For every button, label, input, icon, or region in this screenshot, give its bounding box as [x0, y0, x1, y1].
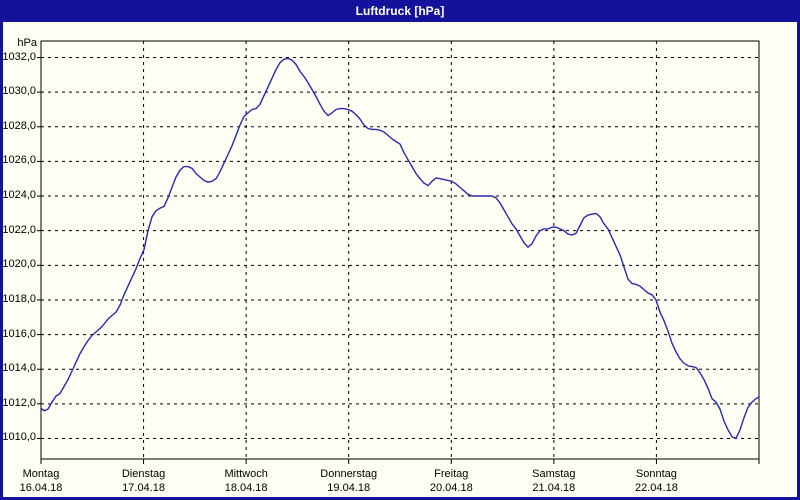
- y-tick-label: 1024,0: [2, 189, 36, 202]
- day-name: Sonntag: [635, 468, 677, 480]
- day-date: 16.04.18: [19, 482, 63, 494]
- day-label: Donnerstag 19.04.18: [320, 467, 377, 495]
- day-name: Donnerstag: [320, 468, 378, 480]
- day-date: 19.04.18: [327, 482, 371, 494]
- day-label: Montag 16.04.18: [20, 467, 63, 495]
- y-tick-label: 1018,0: [2, 292, 36, 305]
- day-name: Dienstag: [121, 468, 166, 480]
- y-tick-label: 1026,0: [2, 154, 36, 167]
- day-label: Freitag 20.04.18: [430, 467, 473, 495]
- y-tick-label: 1028,0: [2, 119, 36, 132]
- y-axis-unit-label: hPa: [17, 37, 37, 49]
- day-label: Mittwoch 18.04.18: [224, 467, 267, 495]
- day-date: 22.04.18: [635, 482, 678, 494]
- day-date: 18.04.18: [224, 482, 268, 494]
- y-tick-label: 1016,0: [2, 327, 36, 340]
- y-tick-label: 1014,0: [2, 362, 36, 375]
- day-name: Freitag: [434, 468, 469, 480]
- y-tick-label: 1030,0: [2, 85, 36, 98]
- day-date: 20.04.18: [429, 482, 473, 494]
- day-date: 21.04.18: [532, 482, 576, 494]
- day-name: Mittwoch: [224, 468, 268, 480]
- chart-panel: [3, 22, 797, 497]
- day-label: Dienstag 17.04.18: [122, 467, 165, 495]
- window-title: Luftdruck [hPa]: [355, 4, 445, 18]
- day-date: 17.04.18: [122, 482, 165, 494]
- y-tick-label: 1020,0: [2, 258, 36, 271]
- y-tick-label: 1032,0: [2, 50, 36, 63]
- day-name: Montag: [22, 468, 60, 480]
- day-label: Samstag 21.04.18: [532, 467, 575, 495]
- day-label: Sonntag 22.04.18: [635, 467, 678, 495]
- y-tick-label: 1010,0: [2, 431, 36, 444]
- day-name: Samstag: [532, 468, 576, 480]
- title-bar: Luftdruck [hPa]: [0, 0, 800, 22]
- y-tick-label: 1012,0: [2, 396, 36, 409]
- y-tick-label: 1022,0: [2, 223, 36, 236]
